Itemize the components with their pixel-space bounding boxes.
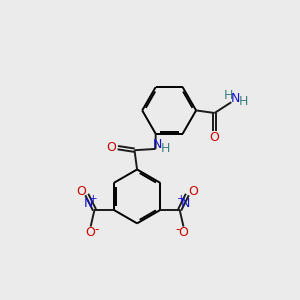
Text: -: - xyxy=(176,223,180,236)
Text: +: + xyxy=(177,194,185,204)
Text: O: O xyxy=(86,226,96,239)
Text: N: N xyxy=(181,197,190,210)
Text: O: O xyxy=(178,226,188,239)
Text: H: H xyxy=(224,89,233,102)
Text: -: - xyxy=(94,223,98,236)
Text: H: H xyxy=(239,95,248,108)
Text: O: O xyxy=(210,130,220,144)
Text: N: N xyxy=(84,197,94,210)
Text: O: O xyxy=(76,185,86,198)
Text: N: N xyxy=(231,92,240,105)
Text: N: N xyxy=(153,138,162,151)
Text: O: O xyxy=(188,185,198,198)
Text: O: O xyxy=(106,141,116,154)
Text: +: + xyxy=(89,194,98,204)
Text: H: H xyxy=(160,142,170,155)
